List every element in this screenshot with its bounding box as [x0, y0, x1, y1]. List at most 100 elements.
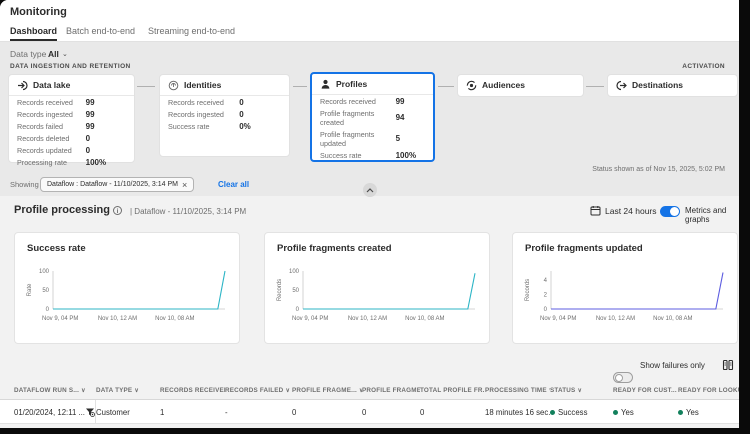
filter-funnel-icon[interactable]: [85, 407, 95, 417]
filter-tag-label: Dataflow : Dataflow - 11/10/2025, 3:14 P…: [47, 181, 178, 188]
show-failures-label: Show failures only: [640, 361, 705, 370]
dataflow-run-value: 01/20/2024, 12:11 ...: [14, 407, 85, 417]
metric-label: Profile fragments created: [320, 108, 375, 127]
cell-processing-time: 18 minutes 16 sec...: [485, 407, 550, 417]
col-ready-for-customer[interactable]: READY FOR CUST...∨: [613, 387, 677, 394]
svg-text:Nov 10, 08 AM: Nov 10, 08 AM: [653, 316, 692, 322]
sort-chevron-icon[interactable]: ∨: [134, 388, 139, 394]
metric-row: Records received 0: [160, 96, 289, 108]
svg-text:50: 50: [42, 288, 49, 294]
profile-processing-title: Profile processing: [14, 204, 110, 216]
svg-text:Nov 10, 12 AM: Nov 10, 12 AM: [596, 316, 635, 322]
metric-value: 100%: [395, 150, 417, 160]
ingestion-section-label: DATA INGESTION AND RETENTION: [10, 63, 131, 70]
card-profiles[interactable]: Profiles Records received 99 Profile frag…: [310, 72, 435, 162]
metric-label: Records failed: [17, 121, 63, 131]
metric-row: Processing rate 100%: [9, 156, 134, 168]
metric-row: Profile fragments updated 5: [312, 128, 433, 149]
card-title: Audiences: [482, 80, 525, 90]
metric-value: 100%: [85, 157, 107, 167]
metric-label: Records ingested: [168, 109, 224, 119]
metric-label: Processing rate: [17, 157, 67, 167]
card-title: Profiles: [336, 79, 368, 89]
col-ready-for-lookup[interactable]: READY FOR LOOKUP∨: [678, 387, 739, 394]
cell-records-received: 1: [160, 407, 165, 417]
toggle-knob: [615, 374, 623, 382]
tab-streaming-end-to-end[interactable]: Streaming end-to-end: [148, 26, 236, 36]
metric-value: 0%: [239, 121, 251, 131]
card-data-lake[interactable]: Data lake Records received 99 Records ing…: [8, 74, 135, 167]
sort-chevron-icon[interactable]: ∨: [549, 388, 550, 394]
sort-chevron-icon[interactable]: ∨: [285, 388, 291, 394]
metric-value: 99: [395, 96, 405, 106]
fragments-updated-chart: 0 2 4 Nov 9, 04 PM Nov 10, 12 AM Nov 10, 08 A…: [519, 263, 731, 331]
toggle-knob: [670, 207, 679, 216]
svg-text:Records: Records: [525, 279, 531, 301]
column-settings-icon[interactable]: [722, 359, 734, 371]
svg-text:0: 0: [46, 307, 50, 313]
col-dataflow-run[interactable]: DATAFLOW RUN S... ∨: [14, 387, 86, 394]
data-lake-icon: [17, 80, 28, 91]
tab-batch-end-to-end[interactable]: Batch end-to-end: [66, 26, 136, 36]
metric-value: 5: [395, 134, 401, 143]
metric-row: Records deleted 0: [9, 132, 134, 144]
collapse-panel-button[interactable]: [363, 183, 377, 197]
card-connector: [586, 86, 604, 87]
card-audiences[interactable]: Audiences: [457, 74, 584, 97]
col-fragments-created[interactable]: PROFILE FRAGME... ∨: [292, 387, 362, 394]
metric-value: 99: [85, 121, 95, 131]
svg-text:50: 50: [292, 288, 299, 294]
sort-chevron-icon[interactable]: ∨: [81, 388, 86, 394]
info-icon[interactable]: i: [113, 206, 122, 215]
chart-card-success-rate: Success rate 0 50 100 Nov 9, 04 PM Nov 10, 1…: [14, 232, 240, 344]
metric-row: Records received 99: [9, 96, 134, 108]
col-total-fragments[interactable]: TOTAL PROFILE FR...∨: [420, 387, 485, 394]
col-processing-time[interactable]: PROCESSING TIME∨: [485, 387, 550, 394]
svg-text:Nov 10, 08 AM: Nov 10, 08 AM: [405, 316, 444, 322]
card-identities[interactable]: Identities Records received 0 Records ing…: [159, 74, 290, 157]
cell-status: Success: [550, 408, 613, 417]
metric-value: 94: [395, 113, 405, 122]
time-range-button[interactable]: Last 24 hours: [605, 206, 657, 216]
cell-dataflow-run[interactable]: 01/20/2024, 12:11 ...: [0, 400, 96, 424]
data-type-select[interactable]: All: [48, 49, 59, 59]
chevron-up-icon: [366, 187, 374, 192]
cell-ready-for-customer: Yes: [613, 408, 678, 417]
divider: [312, 94, 433, 95]
status-badge: Success: [558, 407, 588, 417]
svg-text:Rate: Rate: [27, 283, 33, 296]
col-records-failed[interactable]: RECORDS FAILED ∨: [225, 387, 291, 394]
col-records-received[interactable]: RECORDS RECEIVED∨: [160, 387, 225, 394]
svg-text:Nov 9, 04 PM: Nov 9, 04 PM: [42, 316, 78, 322]
metric-row: Records failed 99: [9, 120, 134, 132]
svg-text:Nov 9, 04 PM: Nov 9, 04 PM: [540, 316, 576, 322]
metric-row: Success rate 0%: [160, 120, 289, 132]
metric-label: Records received: [320, 96, 376, 106]
close-icon[interactable]: ×: [182, 179, 188, 190]
svg-text:4: 4: [544, 278, 548, 284]
metric-value: 99: [85, 109, 95, 119]
metric-label: Success rate: [168, 121, 210, 131]
col-data-type[interactable]: DATA TYPE ∨: [96, 387, 139, 394]
col-status[interactable]: STATUS ∨: [550, 387, 583, 394]
metric-row: Records received 99: [312, 95, 433, 107]
dataflow-filter-tag[interactable]: Dataflow : Dataflow - 11/10/2025, 3:14 P…: [40, 177, 195, 192]
clear-all-button[interactable]: Clear all: [218, 180, 250, 189]
fragments-created-chart: 0 50 100 Nov 9, 04 PM Nov 10, 12 AM Nov 10, 0…: [271, 263, 483, 331]
divider: [9, 95, 134, 96]
metric-label: Success rate: [320, 150, 362, 160]
sort-chevron-icon[interactable]: ∨: [358, 388, 362, 394]
sort-chevron-icon[interactable]: ∨: [577, 388, 583, 394]
card-destinations[interactable]: Destinations: [607, 74, 738, 97]
divider: [160, 95, 289, 96]
col-fragments-updated[interactable]: PROFILE FRAGME...∨: [362, 387, 420, 394]
table-row[interactable]: 01/20/2024, 12:11 ... Customer 1 - 0 0 0…: [0, 400, 739, 424]
metric-row: Profile fragments created 94: [312, 107, 433, 128]
status-timestamp: Status shown as of Nov 15, 2025, 5:02 PM: [592, 166, 725, 173]
metrics-graphs-toggle[interactable]: [660, 206, 680, 217]
svg-text:0: 0: [544, 307, 548, 313]
chevron-down-icon[interactable]: ⌄: [62, 51, 68, 58]
activation-section-label: ACTIVATION: [682, 63, 725, 70]
tab-dashboard[interactable]: Dashboard: [10, 22, 58, 41]
show-failures-toggle[interactable]: [613, 372, 633, 383]
